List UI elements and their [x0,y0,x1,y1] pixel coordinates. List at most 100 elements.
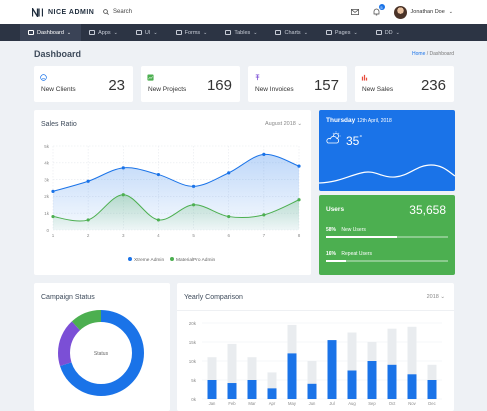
yearly-bar-chart: 0k 5k 10k 15k 20k Jan Feb Mar Apr May Jun Jul Aug Sep… [189,321,442,406]
progress-track [326,236,448,238]
sales-ratio-chart: 0 1k 2k 3k 4k 5k 1 2 3 4 5 6 7 8 Xtreme Admin MaterialP… [44,144,301,263]
user-name[interactable]: Jonathan Doe [410,9,445,15]
nav-dashboard[interactable]: Dashboard ⌄ [20,24,82,41]
legend-marker [128,257,132,261]
chevron-down-icon: ⌄ [448,9,453,15]
stat-card-invoices: New Invoices 157 [248,66,347,102]
weather-date: 12th April, 2018 [357,118,392,124]
users-row-label: Repeat Users [341,251,372,257]
nav-pages[interactable]: Pages ⌄ [318,24,368,41]
data-point [297,164,301,168]
stat-card-sales: New Sales 236 [355,66,454,102]
y-tick-label: 0 [46,228,49,233]
bar-2018 [247,380,257,399]
donut-center-label: Status [94,351,109,357]
nav-forms[interactable]: Forms ⌄ [168,24,218,41]
data-point [51,189,55,193]
mail-icon [350,9,359,15]
y-tick-label: 20k [189,321,197,326]
bar-2017 [247,357,257,399]
data-point [121,166,125,170]
chevron-down-icon: ⌄ [253,29,258,36]
x-tick-label: 8 [298,233,301,238]
cloud-sun-icon [326,131,341,144]
stat-value: 169 [206,77,232,94]
nav-label: Forms [184,29,201,36]
search-box[interactable]: Search [103,9,132,15]
legend-marker [170,257,174,261]
users-row-percent: 16% [326,251,337,257]
bar-2017 [267,372,277,399]
y-tick-label: 15k [189,340,197,345]
campaign-donut-chart: Status [58,310,144,396]
users-row-repeat: 16% Repeat Users [326,251,448,262]
bell-icon [373,8,380,16]
bar-2017 [227,343,237,399]
progress-track [326,260,448,262]
bar-2017 [407,326,417,399]
period-value[interactable]: August 2018 [264,121,296,127]
progress-fill [326,236,397,238]
ui-icon [135,30,142,35]
divider [177,310,454,311]
main-nav: Dashboard ⌄ Apps ⌄ UI ⌄ Forms ⌄ Tables ⌄… [0,24,487,41]
nav-charts[interactable]: Charts ⌄ [267,24,317,41]
search-label[interactable]: Search [113,9,133,15]
data-point [191,203,196,207]
smile-icon [40,74,47,81]
nav-label: Charts [284,29,301,36]
search-icon[interactable] [103,9,109,15]
year-select[interactable]: 2018 ⌄ [427,294,445,300]
notifications-button[interactable]: 5 [372,4,385,17]
brand[interactable]: NICE ADMIN [0,7,100,17]
y-tick-label: 1k [44,211,50,216]
user-menu[interactable]: Jonathan Doe ⌄ [393,5,453,19]
nav-ui[interactable]: UI ⌄ [128,24,168,41]
donut-slice [58,310,144,396]
mail-button[interactable] [350,7,360,17]
image-icon [147,74,154,81]
bar-2018 [287,353,297,399]
breadcrumb-home[interactable]: Home [412,51,426,57]
x-tick-label: 6 [227,233,230,238]
x-tick-label: 5 [192,233,195,238]
money-icon [255,74,260,81]
nav-apps[interactable]: Apps ⌄ [81,24,128,41]
breadcrumb-current: Dashboard [429,51,454,57]
users-row-label: New Users [341,227,366,233]
x-tick-label: Jul [329,401,334,406]
nav-label: Pages [334,29,351,36]
data-point [156,172,161,177]
year-value[interactable]: 2018 [426,294,439,300]
weather-day: Thursday [326,117,356,124]
y-tick-label: 2k [44,194,50,199]
charts-icon [275,30,282,35]
data-point [156,218,161,222]
nav-dd[interactable]: DD ⌄ [368,24,410,41]
bar-2018 [267,388,277,399]
nav-tables[interactable]: Tables ⌄ [217,24,267,41]
series-line-0 [52,153,300,192]
x-tick-label: Nov [408,401,416,406]
data-point [262,152,266,156]
home-icon [28,30,34,35]
pages-icon [325,30,332,35]
data-point [86,179,90,183]
area-fill-1 [53,194,299,230]
x-tick-label: Aug [348,401,356,406]
breadcrumb-separator: / [426,51,429,57]
x-tick-label: Feb [228,401,236,406]
stat-label: New Clients [41,86,76,93]
weather-card: Thursday 12th April, 2018 35° [319,110,455,191]
avatar[interactable] [393,5,407,19]
period-select[interactable]: August 2018 ⌄ [265,121,302,127]
chevron-down-icon: ⌄ [113,29,118,36]
data-point [297,198,301,202]
stat-label: New Sales [362,86,394,93]
chevron-down-icon: ⌄ [297,121,302,127]
sales-ratio-card: Sales Ratio August 2018 ⌄ 0 1k 2k 3k 4k 5k 1 2 3… [34,110,311,275]
x-tick-label: 7 [263,233,266,238]
users-title: Users [326,206,345,213]
bar-2018 [307,383,317,399]
bar-icon [361,74,368,81]
